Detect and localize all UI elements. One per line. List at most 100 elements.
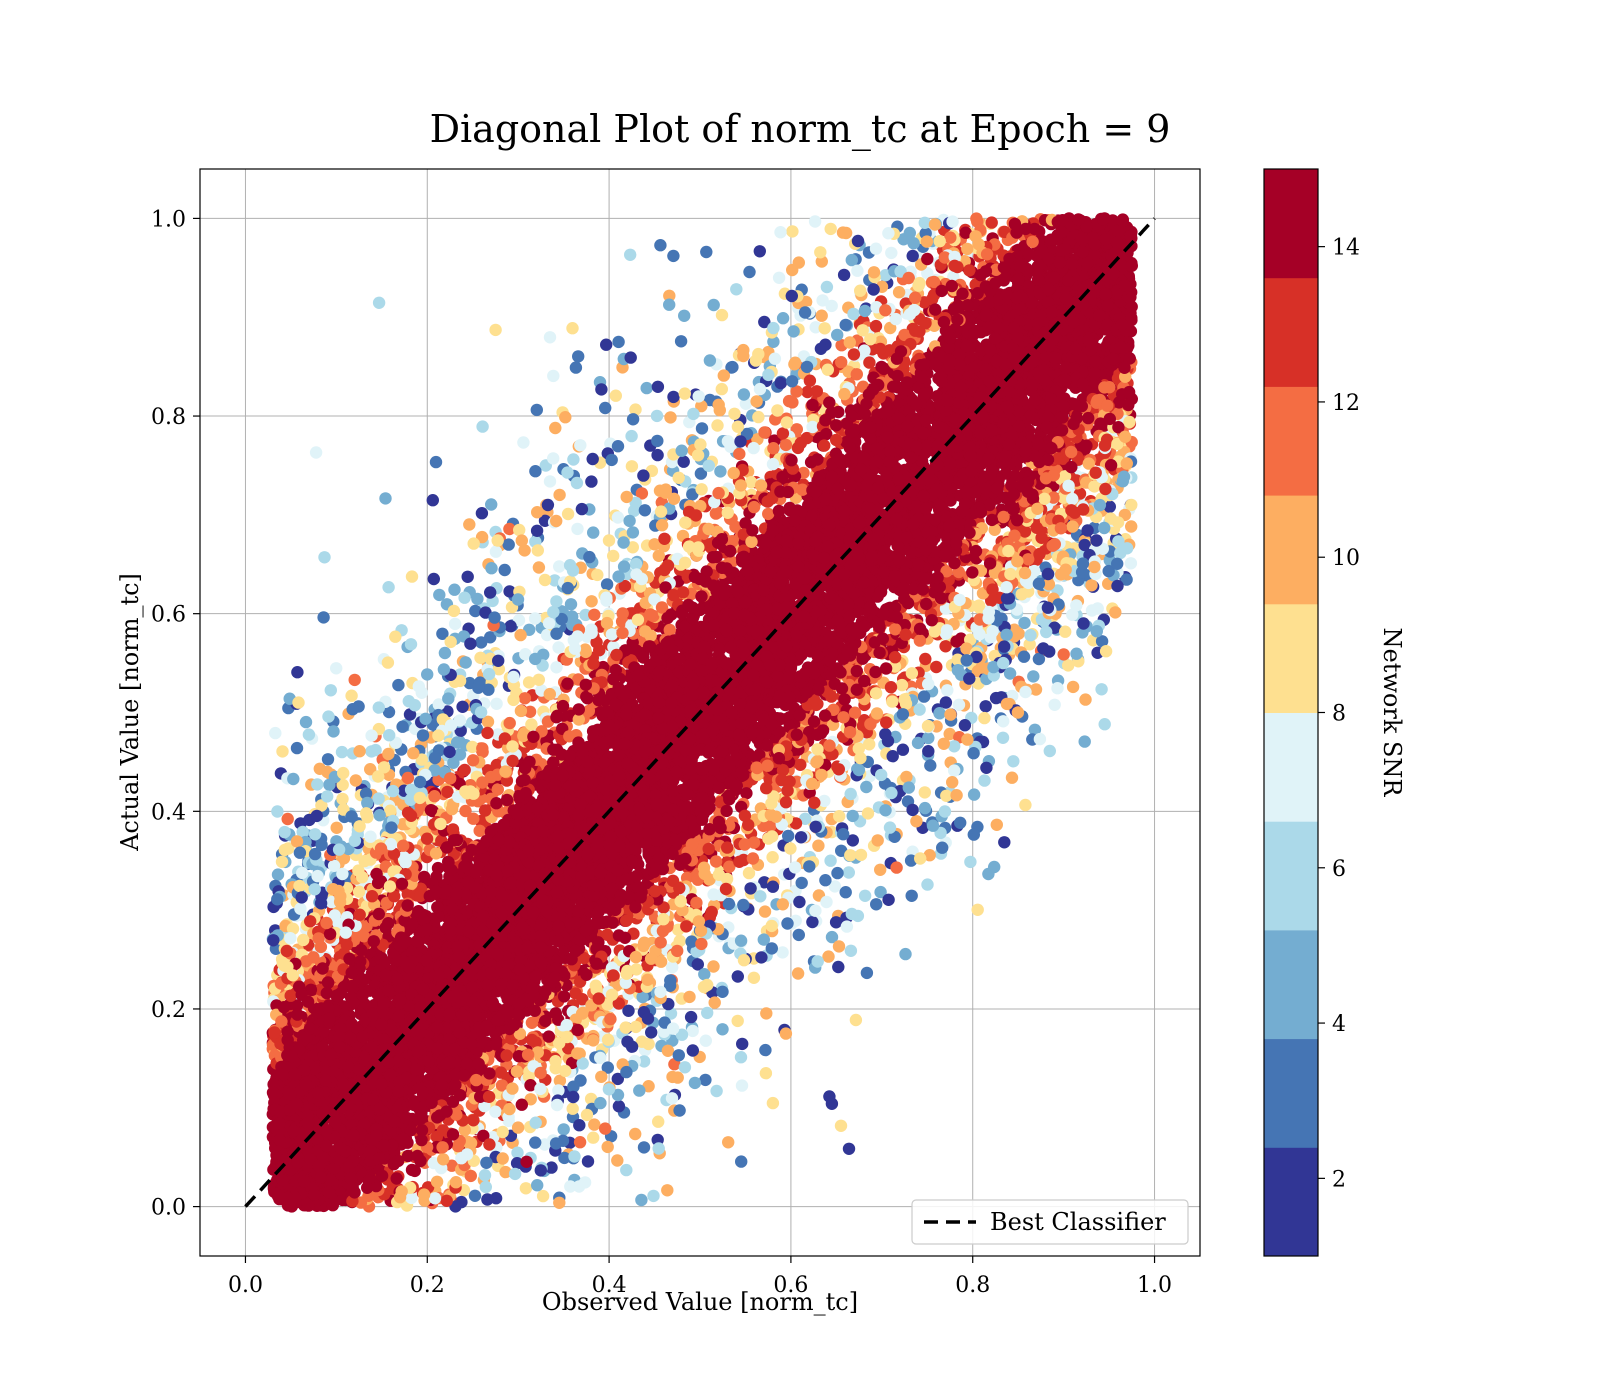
scatter-point <box>801 385 814 399</box>
scatter-point <box>612 1100 626 1113</box>
scatter-point <box>863 356 876 369</box>
scatter-point <box>489 545 503 558</box>
scatter-point <box>575 502 589 516</box>
scatter-point <box>694 438 707 451</box>
scatter-point <box>566 322 579 335</box>
scatter-point <box>600 578 614 591</box>
scatter-point <box>335 745 349 759</box>
scatter-point <box>845 253 858 267</box>
scatter-point <box>480 1156 493 1170</box>
scatter-point <box>567 453 580 466</box>
scatter-point <box>760 1007 773 1020</box>
scatter-point <box>651 434 664 448</box>
scatter-point <box>624 248 637 261</box>
scatter-point <box>595 383 608 396</box>
scatter-point <box>735 1155 748 1168</box>
scatter-point <box>772 271 786 284</box>
scatter-point <box>728 407 741 420</box>
scatter-point <box>678 309 691 322</box>
scatter-point <box>1085 579 1098 592</box>
scatter-point <box>842 866 855 879</box>
scatter-point <box>833 810 846 823</box>
scatter-point <box>1081 524 1094 537</box>
scatter-point <box>967 828 980 841</box>
scatter-point <box>884 321 897 335</box>
scatter-point <box>847 307 860 321</box>
scatter-point <box>921 267 934 280</box>
scatter-point <box>616 607 629 620</box>
scatter-point <box>881 734 895 748</box>
scatter-point <box>518 544 531 557</box>
scatter-point <box>336 792 349 806</box>
scatter-point <box>448 617 462 631</box>
scatter-point <box>548 574 561 587</box>
scatter-point <box>731 970 744 983</box>
scatter-point <box>1007 755 1020 768</box>
scatter-point <box>711 419 724 432</box>
scatter-point <box>318 551 331 564</box>
scatter-point <box>786 225 799 238</box>
scatter-point <box>572 350 585 363</box>
scatter-point <box>1043 744 1057 758</box>
scatter-point <box>758 905 772 918</box>
scatter-point <box>552 641 565 654</box>
scatter-point <box>642 1080 655 1093</box>
scatter-point <box>531 506 544 519</box>
scatter-point <box>498 563 511 577</box>
scatter-point <box>503 522 516 536</box>
scatter-point <box>978 774 991 787</box>
scatter-point <box>445 1159 458 1172</box>
scatter-point <box>822 950 835 963</box>
scatter-point <box>686 1024 699 1038</box>
scatter-point <box>609 389 622 402</box>
scatter-point <box>1029 683 1043 696</box>
scatter-point <box>694 467 708 480</box>
scatter-point <box>766 851 779 864</box>
scatter-point <box>846 809 859 823</box>
scatter-point <box>531 544 544 557</box>
scatter-point <box>484 631 497 644</box>
scatter-point <box>538 514 552 527</box>
scatter-point <box>475 507 489 520</box>
scatter-point <box>905 889 918 902</box>
scatter-point <box>463 518 476 531</box>
scatter-point <box>815 309 828 322</box>
scatter-point <box>1078 735 1091 748</box>
scatter-point <box>327 725 340 738</box>
scatter-point <box>663 298 676 311</box>
scatter-point <box>485 498 498 511</box>
scatter-point <box>584 1092 598 1106</box>
scatter-point <box>276 745 289 758</box>
scatter-point <box>759 1043 772 1057</box>
scatter-point <box>661 1184 674 1197</box>
scatter-point <box>468 1189 482 1203</box>
scatter-point <box>271 805 284 818</box>
scatter-point <box>389 630 402 643</box>
scatter-point <box>971 903 984 916</box>
scatter-point <box>842 1142 856 1156</box>
scatter-point <box>382 581 395 594</box>
scatter-point <box>854 284 867 297</box>
scatter-point <box>633 1084 646 1097</box>
scatter-point <box>885 786 898 800</box>
scatter-point <box>730 283 743 296</box>
scatter-point <box>513 523 526 537</box>
scatter-point <box>479 1180 492 1194</box>
scatter-point <box>299 715 313 729</box>
scatter-point <box>774 376 787 390</box>
scatter-point <box>601 1033 615 1046</box>
scatter-point <box>448 583 461 596</box>
scatter-point <box>776 946 789 959</box>
scatter-point <box>481 1193 494 1206</box>
scatter-point <box>296 825 309 839</box>
scatter-point <box>788 358 801 371</box>
scatter-point <box>792 928 805 942</box>
scatter-point <box>806 915 819 929</box>
scatter-point <box>559 411 572 424</box>
scatter-point <box>543 331 557 344</box>
scatter-point <box>1079 693 1092 706</box>
scatter-point <box>837 268 851 282</box>
scatter-point <box>798 306 812 319</box>
scatter-point <box>651 448 664 462</box>
scatter-point <box>569 361 583 374</box>
